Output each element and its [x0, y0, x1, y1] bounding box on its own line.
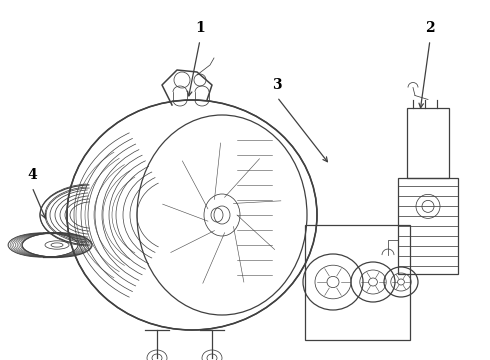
Text: 3: 3: [272, 78, 282, 92]
Bar: [407, 108, 449, 177]
Text: 2: 2: [425, 21, 435, 35]
Text: 4: 4: [27, 168, 37, 182]
Bar: [305, 225, 410, 340]
Text: 1: 1: [195, 21, 205, 35]
Bar: [398, 177, 458, 274]
